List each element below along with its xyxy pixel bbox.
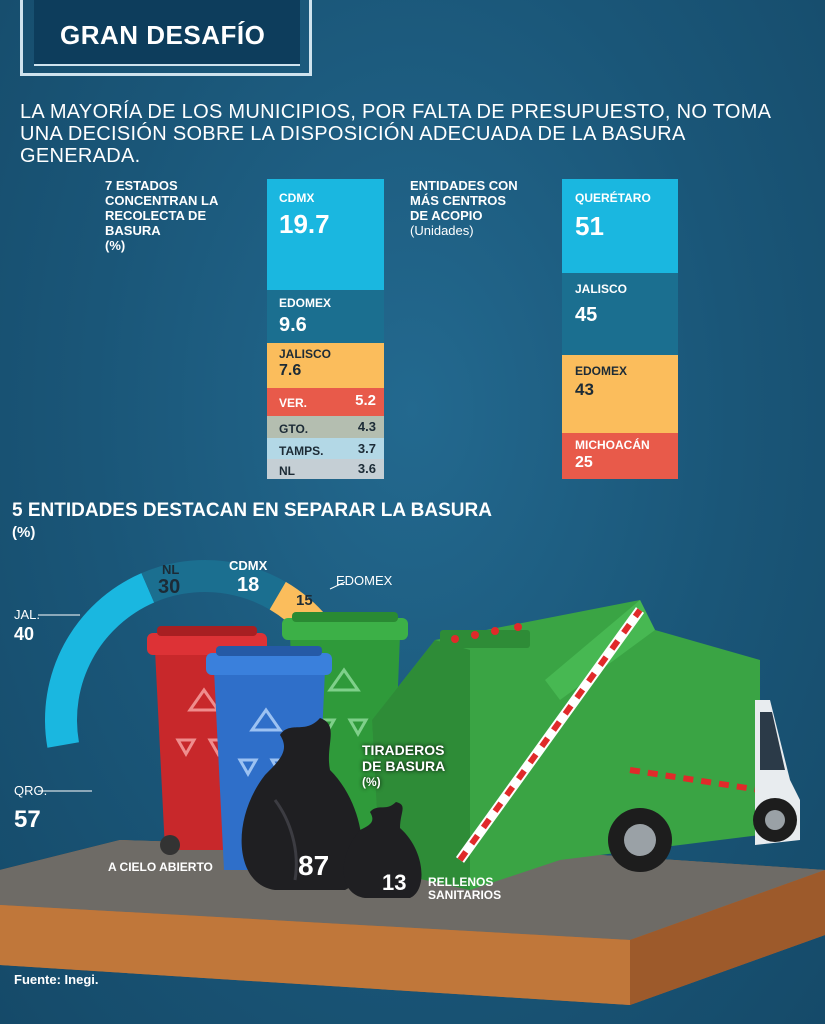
chart2-cell-michoacan: MICHOACÁN 25 [562,433,678,479]
bar-label: NL [279,464,295,478]
banner-box [34,0,300,66]
bag-label-landfill-line: RELLENOS [428,875,494,889]
chart2-cell-edomex: EDOMEX 43 [562,355,678,433]
chart1-cell-cdmx: CDMX 19.7 [267,179,384,290]
chart2-cell-queretaro: QUERÉTARO 51 [562,179,678,273]
chart1-cell-gto: GTO. 4.3 [267,416,384,438]
leader-line [329,581,346,590]
donut-value-nl: 30 [158,576,181,598]
source-note: Fuente: Inegi. [14,972,99,987]
bag-value-landfill: 13 [382,870,407,895]
donut-value-cdmx: 18 [237,574,260,596]
bar-value: 4.3 [357,419,376,434]
lead-line-1: LA MAYORÍA DE LOS MUNICIPIOS, POR FALTA … [20,101,772,123]
chart1-title-line: (%) [105,238,126,253]
chart1-cell-edomex: EDOMEX 9.6 [267,290,384,343]
bar-value: 45 [575,304,598,326]
bar-value: 25 [575,454,593,471]
small-garbage-bag-icon [343,802,422,898]
lead-line-2: UNA DECISIÓN SOBRE LA DISPOSICIÓN ADECUA… [20,123,685,167]
donut-label-cdmx: CDMX [229,558,268,573]
chart2-title-line: (Unidades) [410,223,474,238]
bar-value: 5.2 [355,392,376,409]
bag-value-open-air: 87 [298,850,330,881]
section-title-line: 5 ENTIDADES DESTACAN EN SEPARAR LA BASUR… [12,500,492,521]
chart1-cell-ver: VER. 5.2 [267,388,384,416]
bar-value: 9.6 [279,314,307,336]
donut-slice-qro [45,573,155,748]
bar-value: 3.6 [357,461,376,476]
chart1-title-line: BASURA [105,223,161,238]
bar-value: 3.7 [357,441,376,456]
bag-label-open-air: A CIELO ABIERTO [108,860,213,874]
bar-label: QUERÉTARO [575,191,651,205]
donut-label-qro: QRO. [14,783,48,798]
lead-text: LA MAYORÍA DE LOS MUNICIPIOS, POR FALTA … [20,101,810,167]
bar-label: CDMX [279,191,315,205]
donut-label-jal: JAL. [14,607,41,622]
chart1-title: 7 ESTADOS CONCENTRAN LA RECOLECTA DE BAS… [105,178,218,253]
donut-value-qro: 57 [14,806,41,833]
chart2-cell-jalisco: JALISCO 45 [562,273,678,355]
chart1-title-line: CONCENTRAN LA [105,193,219,208]
section-title-unit: (%) [12,524,36,541]
chart2-title: ENTIDADES CON MÁS CENTROS DE ACOPIO (Uni… [410,178,518,238]
chart4-title-line: TIRADEROS [362,742,445,758]
donut-label-edomex: EDOMEX [336,573,393,588]
bar-value: 7.6 [279,362,302,379]
chart1-title-line: RECOLECTA DE [105,208,207,223]
section-title: 5 ENTIDADES DESTACAN EN SEPARAR LA BASUR… [12,500,492,544]
chart2-title-line: ENTIDADES CON [410,178,518,193]
donut-label-nl: NL [162,562,180,577]
bar-label: JALISCO [279,347,332,361]
bar-label: MICHOACÁN [575,438,650,452]
bar-value: 19.7 [279,209,330,239]
bar-label: EDOMEX [575,364,628,378]
chart2-title-line: MÁS CENTROS [410,193,507,208]
chart1-title-line: 7 ESTADOS [105,178,178,193]
bar-value: 43 [575,380,594,399]
bar-label: EDOMEX [279,296,332,310]
large-garbage-bag-icon [241,718,363,890]
donut-value-edomex: 15 [296,592,313,609]
chart1-cell-nl: NL 3.6 [267,459,384,479]
bar-label: VER. [279,396,308,410]
bar-label: TAMPS. [279,444,324,458]
page-title: GRAN DESAFÍO [60,20,266,50]
donut-value-jal: 40 [14,624,35,644]
chart4-title-line: (%) [362,775,381,789]
bar-label: JALISCO [575,282,628,296]
bar-label: GTO. [279,422,309,436]
chart4-title-line: DE BASURA [362,758,446,774]
chart1-cell-tamps: TAMPS. 3.7 [267,438,384,459]
banner-frame [20,0,312,76]
bag-label-landfill-line: SANITARIOS [428,888,502,902]
donut-slice-jal [141,560,286,610]
chart4-title: TIRADEROS DE BASURA (%) [362,742,445,790]
bag-label-landfill: RELLENOS SANITARIOS [428,876,501,902]
bar-value: 51 [575,211,604,241]
chart2-title-line: DE ACOPIO [410,208,483,223]
chart1-cell-jalisco: JALISCO 7.6 [267,343,384,388]
